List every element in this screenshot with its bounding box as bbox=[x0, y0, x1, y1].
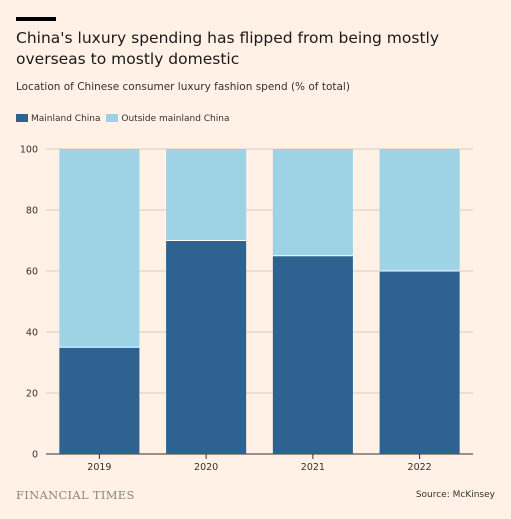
x-tick-label: 2022 bbox=[408, 462, 432, 473]
ft-accent-bar bbox=[16, 17, 56, 21]
legend-label-outside: Outside mainland China bbox=[121, 114, 230, 124]
chart-subtitle: Location of Chinese consumer luxury fash… bbox=[16, 81, 350, 93]
legend-item-mainland: Mainland China bbox=[16, 114, 103, 124]
x-tick-label: 2020 bbox=[194, 462, 218, 473]
bar-outside bbox=[166, 149, 247, 241]
bar-outside bbox=[379, 149, 460, 271]
y-tick-label: 40 bbox=[26, 328, 38, 339]
y-tick-label: 80 bbox=[26, 206, 38, 217]
bar-mainland bbox=[272, 255, 353, 454]
bar-mainland bbox=[59, 347, 140, 454]
ft-logo: FINANCIAL TIMES bbox=[16, 488, 135, 502]
x-tick-label: 2021 bbox=[301, 462, 325, 473]
legend: Mainland China Outside mainland China bbox=[16, 114, 232, 124]
chart-title: China's luxury spending has flipped from… bbox=[16, 29, 440, 68]
x-tick-label: 2019 bbox=[87, 462, 111, 473]
source-note: Source: McKinsey bbox=[415, 490, 495, 500]
bar-mainland bbox=[379, 271, 460, 454]
legend-label-mainland: Mainland China bbox=[31, 114, 101, 124]
bar-outside bbox=[59, 149, 140, 348]
legend-item-outside: Outside mainland China bbox=[106, 114, 229, 124]
y-tick-label: 0 bbox=[32, 450, 38, 461]
bar-outside bbox=[272, 149, 353, 256]
legend-swatch-mainland bbox=[16, 114, 28, 122]
y-tick-label: 60 bbox=[26, 267, 38, 278]
legend-swatch-outside bbox=[106, 114, 119, 122]
bar-mainland bbox=[166, 240, 247, 454]
y-tick-label: 100 bbox=[20, 145, 38, 156]
y-tick-label: 20 bbox=[26, 389, 38, 400]
